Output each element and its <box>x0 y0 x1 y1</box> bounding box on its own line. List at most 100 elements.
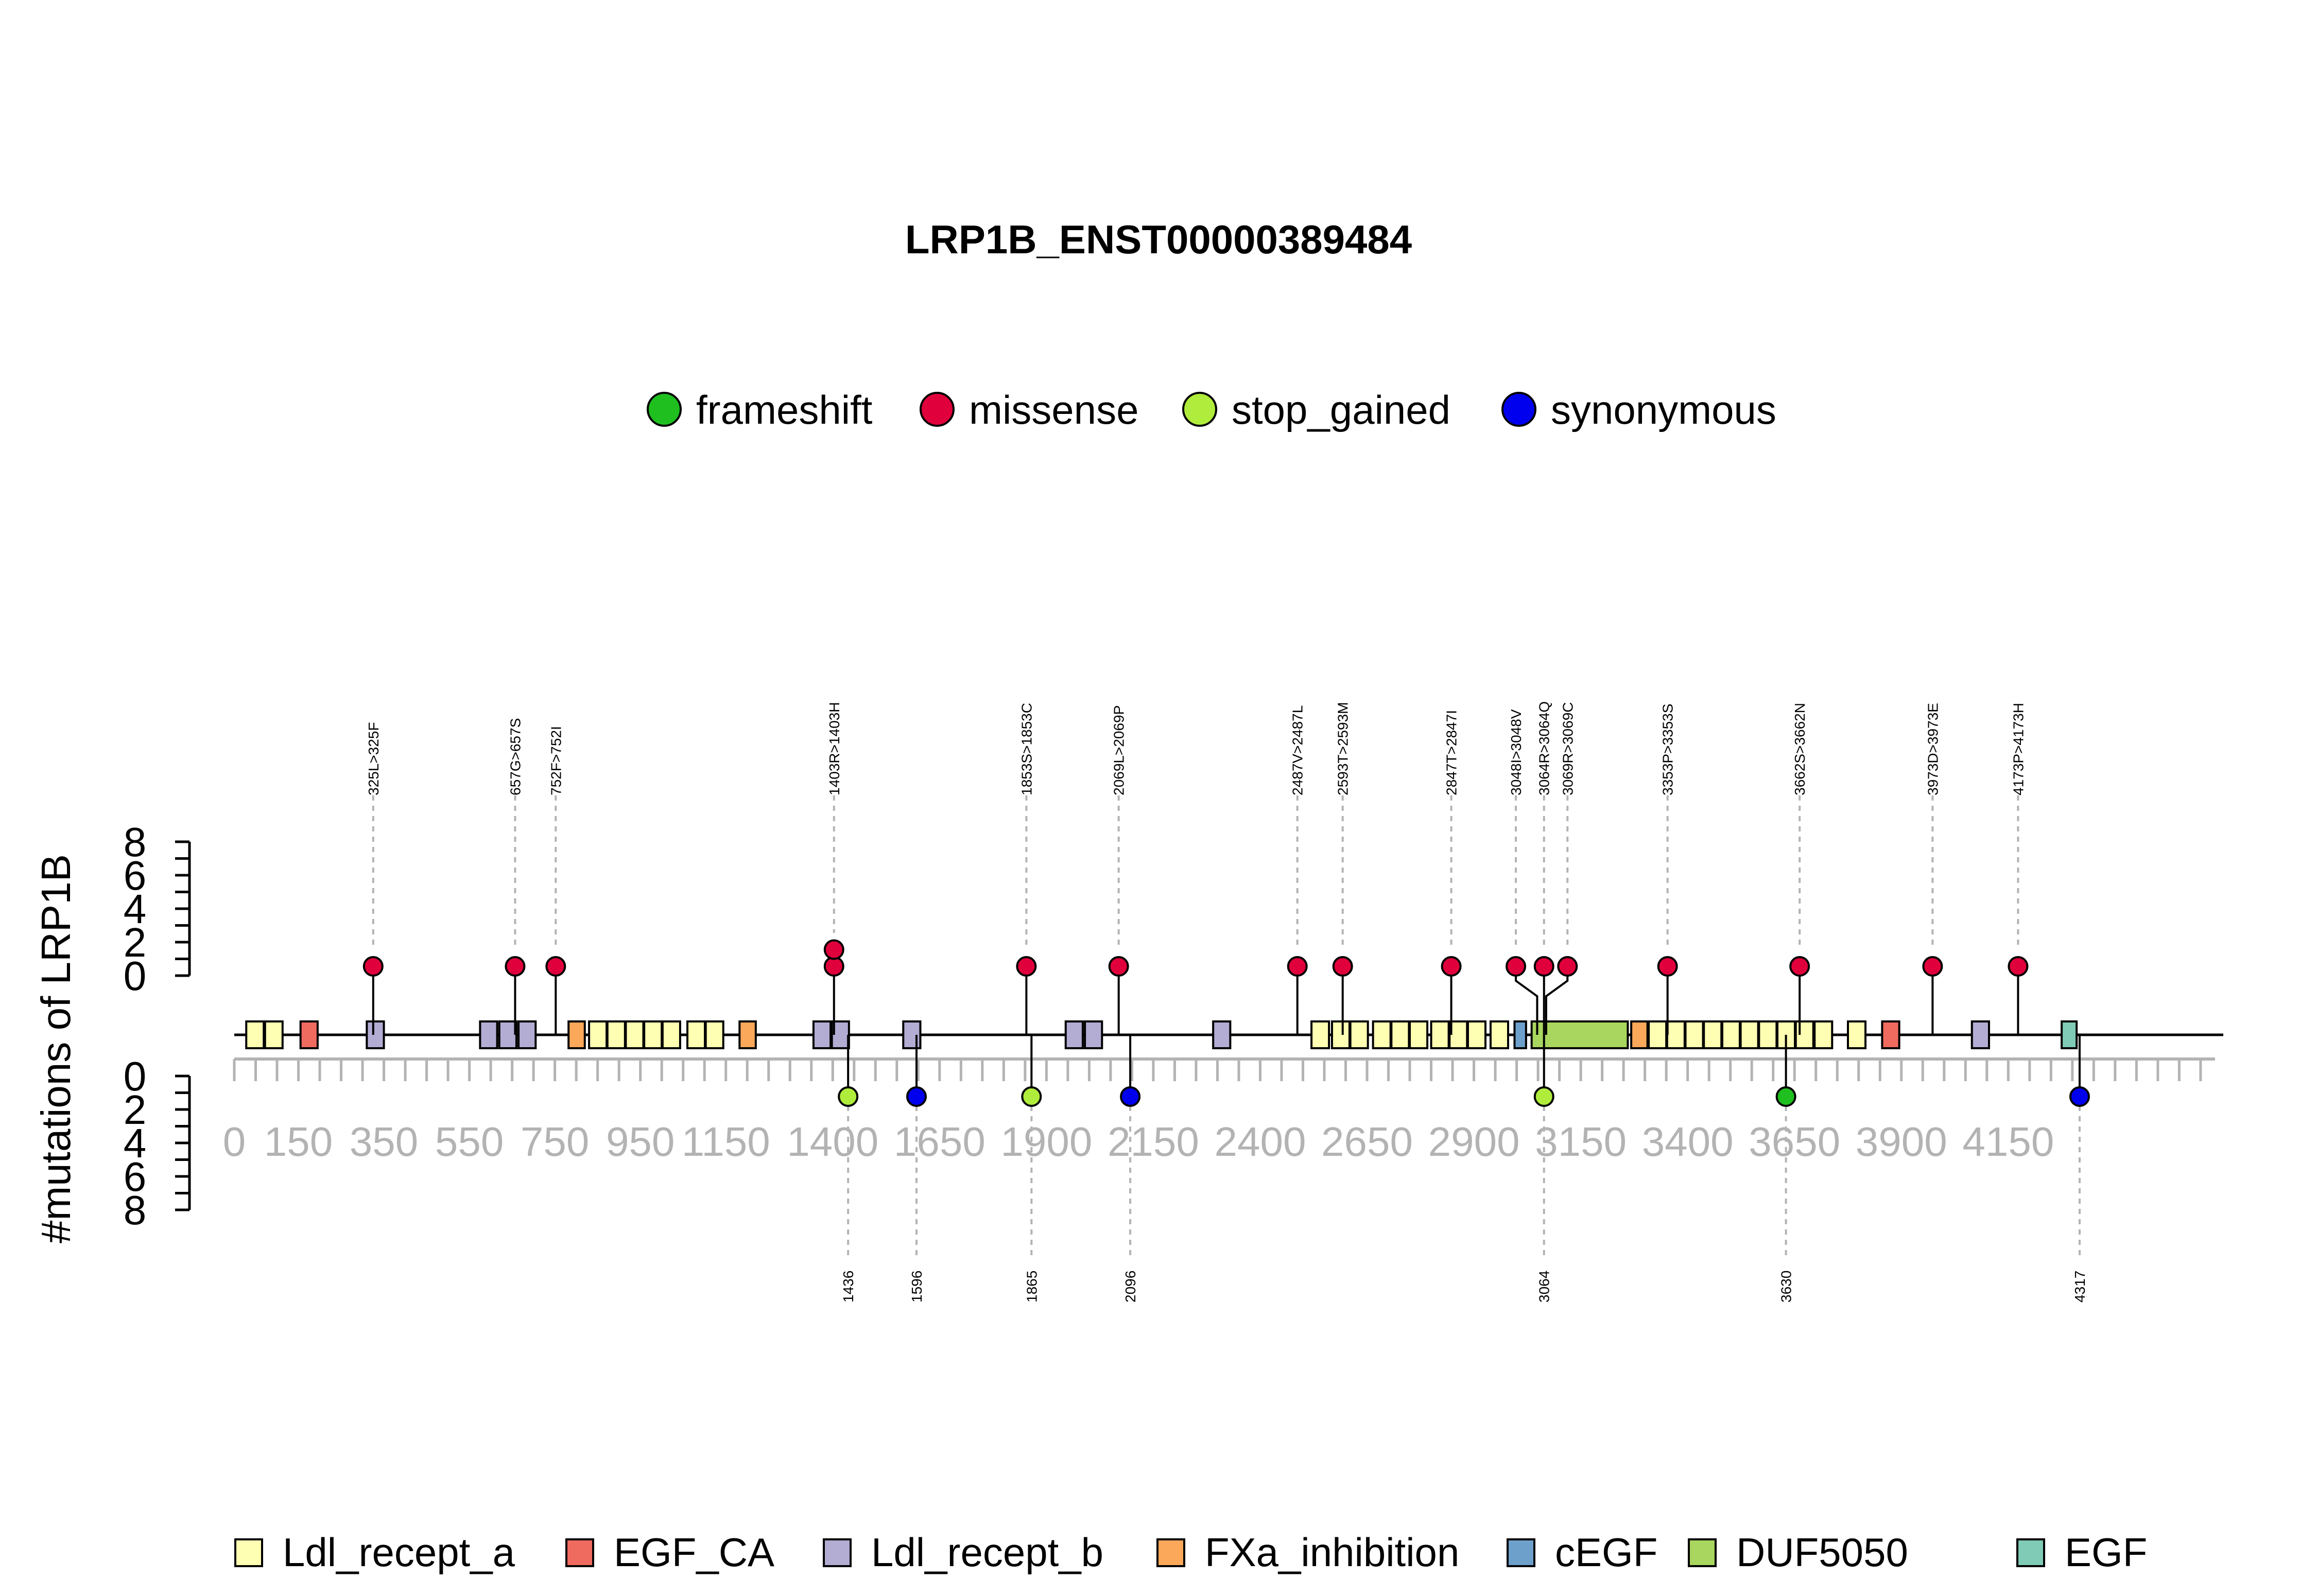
mutation-point <box>1108 956 1129 977</box>
x-tick-label: 2900 <box>1428 1119 1520 1165</box>
mutation-lollipop-top: 3069R>3069C <box>1545 702 1578 1035</box>
x-tick-label: 3900 <box>1856 1119 1947 1165</box>
x-tick-label: 2650 <box>1321 1119 1413 1165</box>
domain-ldl-recept-a <box>588 1020 608 1049</box>
lower-y-tick-label: 8 <box>124 1187 147 1233</box>
mutation-point <box>1506 956 1527 977</box>
domain-ldl-recept-a <box>606 1020 626 1049</box>
domain-ldl-recept-b <box>1970 1020 1990 1049</box>
mutation-label: 1403R>1403H <box>826 702 842 795</box>
mutation-label: 3048I>3048V <box>1508 709 1524 795</box>
legend-label: stop_gained <box>1232 387 1450 432</box>
legend-label: missense <box>969 387 1138 432</box>
domain-ldl-recept-b <box>902 1020 922 1049</box>
lower-y-tick-label: 0 <box>124 1053 147 1099</box>
domain-ldl-recept-a <box>1409 1020 1429 1049</box>
legend-item-frameshift: frameshift <box>647 387 873 432</box>
mutation-lollipop-top: 2847T>2847I <box>1441 710 1462 1035</box>
mutation-type-legend: frameshift missense stop_gained synonymous <box>647 387 1776 432</box>
lower-y-tick-label: 4 <box>124 1120 147 1166</box>
mutation-label: 3973D>3973E <box>1925 703 1941 795</box>
x-tick-label: 4150 <box>1962 1119 2054 1165</box>
domain-egf <box>2061 1020 2078 1049</box>
domain-ldl-recept-a <box>661 1020 681 1049</box>
mutation-point <box>505 956 526 977</box>
mutation-point <box>1557 956 1578 977</box>
domain-ldl-recept-a <box>1310 1020 1330 1049</box>
mutation-point <box>362 956 384 977</box>
domain-ldl-recept-a <box>1648 1020 1668 1049</box>
domain-legend-label: EGF_CA <box>614 1530 774 1575</box>
mutation-label: 2487V>2487L <box>1290 705 1306 795</box>
mutation-lollipop-top: 752F>752I <box>545 726 566 1035</box>
domain-ldl-recept-a <box>1684 1020 1704 1049</box>
mutation-lollipop-bottom: 2096 <box>1120 1035 1141 1303</box>
mutation-point <box>1775 1086 1796 1107</box>
mutation-label: 4317 <box>2072 1271 2088 1303</box>
x-tick-label: 2150 <box>1108 1119 1199 1165</box>
legend-marker <box>1182 392 1217 427</box>
domain-ldl-recept-a <box>1489 1020 1509 1049</box>
domain-fxa-inhibition <box>567 1020 586 1049</box>
domain-cegf <box>1513 1020 1527 1049</box>
domain-ldl-recept-a <box>1739 1020 1759 1049</box>
domain-ldl-recept-a <box>1703 1020 1723 1049</box>
legend-item-synonymous: synonymous <box>1501 387 1776 432</box>
mutation-label: 3064R>3064Q <box>1536 701 1552 795</box>
mutation-lollipop-bottom: 3064 <box>1533 1035 1554 1303</box>
mutation-point <box>545 956 566 977</box>
domain-legend-swatch <box>565 1538 594 1567</box>
x-tick-label: 350 <box>350 1119 418 1165</box>
domain-ldl-recept-b <box>517 1020 537 1049</box>
domain-fxa-inhibition <box>738 1020 757 1049</box>
legend-marker <box>920 392 955 427</box>
mutation-lollipop-top: 2593T>2593M <box>1332 702 1353 1035</box>
domain-ldl-recept-a <box>625 1020 645 1049</box>
mutation-lollipop-top: 1853S>1853C <box>1016 703 1037 1035</box>
domain-fxa-inhibition <box>1630 1020 1649 1049</box>
domain-legend-item-fxa-inhibition: FXa_inhibition <box>1156 1530 1459 1575</box>
domain-ldl-recept-a <box>1813 1020 1834 1049</box>
mutation-point <box>1021 1086 1042 1107</box>
mutation-lollipops: 325L>325F 657G>657S 752F>752I 1403R>1403H 18… <box>362 701 2090 1303</box>
legend-label: frameshift <box>696 387 873 432</box>
domain-ldl-recept-a <box>704 1020 724 1049</box>
mutation-lollipop-bottom: 1596 <box>906 1035 927 1303</box>
mutation-label: 2593T>2593M <box>1335 702 1351 795</box>
mutation-point <box>2008 956 2029 977</box>
x-tick-label: 1650 <box>894 1119 985 1165</box>
mutation-lollipop-top: 3353P>3353S <box>1657 704 1678 1035</box>
domain-legend-label: cEGF <box>1555 1530 1657 1575</box>
domain-ldl-recept-b <box>498 1020 517 1049</box>
mutation-point <box>1789 956 1810 977</box>
lower-y-tick-label: 6 <box>124 1154 147 1200</box>
x-tick-label: 3150 <box>1535 1119 1627 1165</box>
domain-legend-swatch <box>2016 1538 2045 1567</box>
mutation-point <box>2069 1086 2090 1107</box>
mutation-lollipop-top: 4173P>4173H <box>2008 703 2029 1035</box>
mutation-label: 3064 <box>1536 1271 1552 1303</box>
domain-ldl-recept-b <box>1084 1020 1103 1049</box>
mutation-point <box>838 1086 859 1107</box>
mutation-point <box>1533 1086 1554 1107</box>
mutation-label: 3353P>3353S <box>1660 704 1676 795</box>
upper-y-tick-label: 4 <box>124 886 147 932</box>
mutation-point <box>823 939 844 960</box>
upper-y-tick-label: 0 <box>124 953 147 999</box>
mutation-lollipop-top: 325L>325F <box>362 722 384 1035</box>
x-tick-label: 1400 <box>787 1119 878 1165</box>
mutation-label: 2069L>2069P <box>1111 705 1127 795</box>
domain-legend-swatch <box>823 1538 852 1567</box>
x-tick-label: 3400 <box>1642 1119 1734 1165</box>
y-axis-label: #mutations of LRP1B <box>33 854 79 1243</box>
domain-ldl-recept-a <box>1448 1020 1468 1049</box>
domain-ldl-recept-b <box>366 1020 385 1049</box>
mutation-point <box>1922 956 1943 977</box>
domain-ldl-recept-a <box>1794 1020 1814 1049</box>
domain-legend-item-duf5050: DUF5050 <box>1688 1530 1908 1575</box>
domain-ldl-recept-a <box>643 1020 663 1049</box>
x-tick-label: 0 <box>223 1119 246 1165</box>
mutation-lollipop-top: 657G>657S <box>505 718 526 1035</box>
domain-ldl-recept-a <box>1847 1020 1867 1049</box>
